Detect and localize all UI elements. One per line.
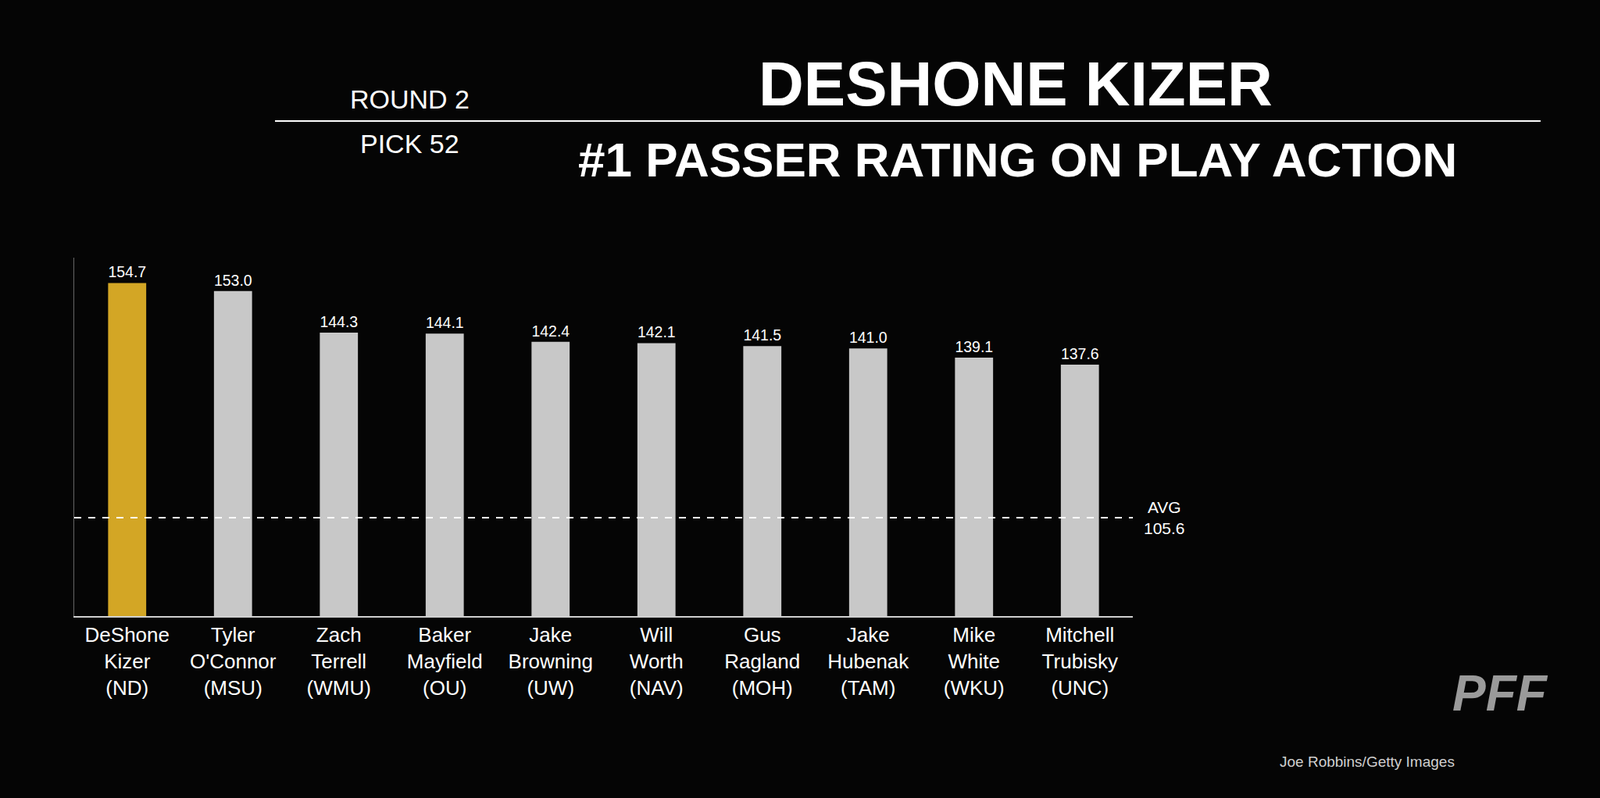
svg-text:137.6: 137.6 bbox=[1060, 345, 1100, 363]
svg-text:DeShoneKizer(ND): DeShoneKizer(ND) bbox=[85, 623, 170, 700]
svg-text:PICK 52: PICK 52 bbox=[360, 128, 460, 159]
svg-text:GusRagland(MOH): GusRagland(MOH) bbox=[724, 623, 800, 700]
svg-text:JakeHubenak(TAM): JakeHubenak(TAM) bbox=[827, 623, 910, 700]
svg-text:BakerMayfield(OU): BakerMayfield(OU) bbox=[407, 623, 483, 700]
svg-text:JakeBrowning(UW): JakeBrowning(UW) bbox=[508, 623, 593, 700]
svg-text:139.1: 139.1 bbox=[954, 338, 993, 356]
svg-text:141.0: 141.0 bbox=[849, 328, 888, 347]
svg-text:TylerO'Connor(MSU): TylerO'Connor(MSU) bbox=[189, 623, 277, 700]
svg-text:142.1: 142.1 bbox=[637, 323, 676, 341]
svg-text:144.3: 144.3 bbox=[319, 313, 358, 331]
svg-text:MitchellTrubisky(UNC): MitchellTrubisky(UNC) bbox=[1042, 623, 1118, 700]
svg-text:DESHONE KIZER: DESHONE KIZER bbox=[758, 49, 1273, 119]
svg-text:#1 PASSER RATING ON PLAY ACTIO: #1 PASSER RATING ON PLAY ACTION bbox=[578, 132, 1458, 187]
svg-text:ROUND 2: ROUND 2 bbox=[350, 84, 470, 115]
svg-text:153.0: 153.0 bbox=[214, 271, 253, 290]
svg-text:PFF: PFF bbox=[1452, 665, 1549, 722]
svg-text:144.1: 144.1 bbox=[425, 314, 465, 332]
svg-text:WillWorth(NAV): WillWorth(NAV) bbox=[629, 623, 684, 700]
svg-text:Joe Robbins/Getty Images: Joe Robbins/Getty Images bbox=[1279, 753, 1455, 771]
svg-text:154.7: 154.7 bbox=[107, 263, 147, 281]
svg-text:ZachTerrell(WMU): ZachTerrell(WMU) bbox=[307, 623, 372, 700]
svg-text:MikeWhite(WKU): MikeWhite(WKU) bbox=[943, 623, 1005, 700]
svg-text:141.5: 141.5 bbox=[742, 326, 782, 344]
svg-text:142.4: 142.4 bbox=[531, 322, 570, 340]
svg-text:AVG105.6: AVG105.6 bbox=[1143, 498, 1186, 538]
